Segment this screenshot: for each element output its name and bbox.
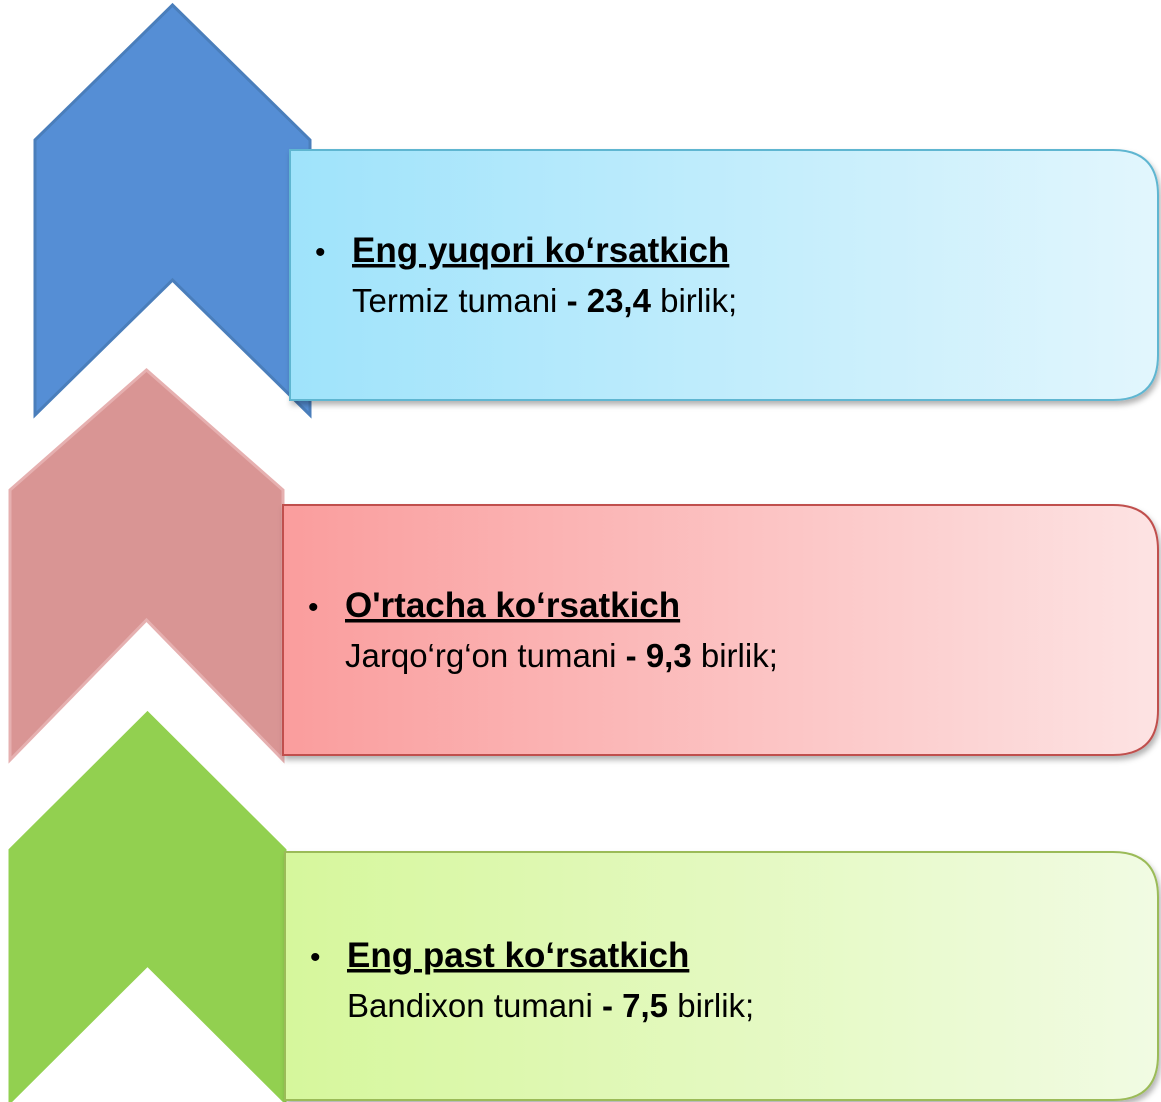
value: - 9,3 <box>626 637 692 674</box>
chevron <box>8 710 287 1102</box>
district: Bandixon tumani <box>347 987 593 1024</box>
value: - 7,5 <box>602 987 668 1024</box>
unit: birlik; <box>660 282 737 319</box>
heading: O'rtacha ko‘rsatkich <box>345 586 680 625</box>
bullet: • <box>308 591 319 624</box>
detail: Bandixon tumani - 7,5 birlik; <box>347 987 754 1024</box>
heading: Eng past ko‘rsatkich <box>347 936 689 975</box>
chevron <box>33 2 312 419</box>
district: Termiz tumani <box>352 282 557 319</box>
bullet: • <box>310 941 321 974</box>
unit: birlik; <box>677 987 754 1024</box>
unit: birlik; <box>701 637 778 674</box>
detail: Termiz tumani - 23,4 birlik; <box>352 282 737 319</box>
text-box <box>289 149 1159 401</box>
text-box <box>282 504 1159 756</box>
district: Jarqo‘rg‘on tumani <box>345 637 616 674</box>
value: - 23,4 <box>567 282 652 319</box>
bullet: • <box>315 236 326 269</box>
detail: Jarqo‘rg‘on tumani - 9,3 birlik; <box>345 637 778 674</box>
heading: Eng yuqori ko‘rsatkich <box>352 231 729 270</box>
text-box <box>284 851 1159 1101</box>
chevron <box>8 368 285 764</box>
